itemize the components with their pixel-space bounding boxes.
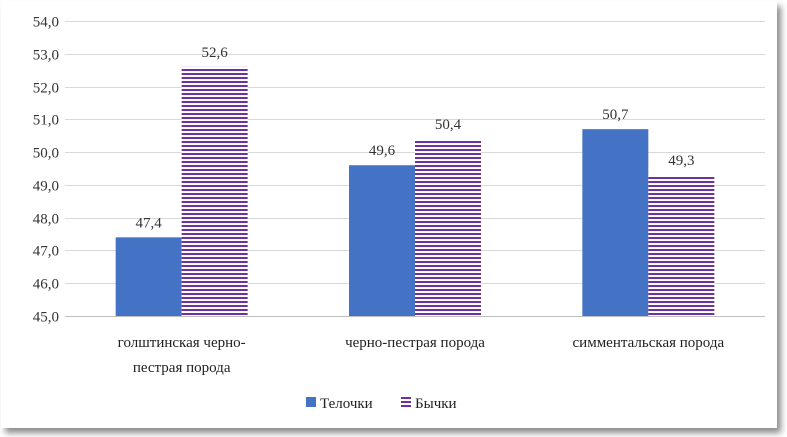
legend: Телочки Бычки (306, 396, 457, 412)
y-tick-label: 53,0 (33, 48, 59, 64)
legend-label: Телочки (320, 396, 373, 412)
y-tick-label: 46,0 (33, 277, 59, 293)
y-tick-label: 48,0 (33, 212, 59, 228)
y-tick-label: 47,0 (33, 244, 59, 260)
bar-chart: 45,0 46,0 47,0 48,0 49,0 50,0 51,0 52,0 53,0 54,0… (33, 15, 765, 412)
y-tick-label: 52,0 (33, 81, 59, 97)
bar-telochki (582, 129, 649, 316)
legend-swatch (306, 397, 316, 407)
bar-bychki (181, 66, 248, 316)
x-category-label: черно-пестрая порода (345, 335, 485, 351)
bar-telochki (115, 237, 182, 316)
legend-swatch (401, 397, 411, 407)
x-category-label: голштинская черно- (118, 335, 246, 351)
y-tick-label: 49,0 (33, 179, 59, 195)
x-axis: голштинская черно-пестрая порода черно-пе… (118, 335, 725, 376)
legend-label: Бычки (415, 396, 457, 412)
y-tick-label: 45,0 (33, 310, 59, 326)
data-label: 49,3 (668, 153, 694, 169)
bar-telochki (349, 165, 415, 316)
y-axis: 45,0 46,0 47,0 48,0 49,0 50,0 51,0 52,0 53,0 54,0 (33, 15, 59, 326)
x-category-label: симментальская порода (573, 335, 725, 351)
data-label: 50,4 (435, 117, 462, 133)
x-category-label: пестрая порода (133, 360, 231, 376)
y-tick-label: 51,0 (33, 113, 59, 129)
y-tick-label: 54,0 (33, 15, 59, 31)
bar-bychki (415, 139, 481, 316)
chart-frame: 45,0 46,0 47,0 48,0 49,0 50,0 51,0 52,0 53,0 54,0… (1, 1, 777, 428)
bar-bychki (648, 175, 715, 316)
data-label: 52,6 (202, 45, 229, 61)
bars (115, 66, 715, 316)
y-tick-label: 50,0 (33, 146, 59, 162)
data-label: 47,4 (136, 215, 163, 231)
data-label: 50,7 (602, 107, 629, 123)
data-labels: 47,4 52,6 49,6 50,4 50,7 49,3 (136, 45, 695, 231)
data-label: 49,6 (369, 143, 396, 159)
